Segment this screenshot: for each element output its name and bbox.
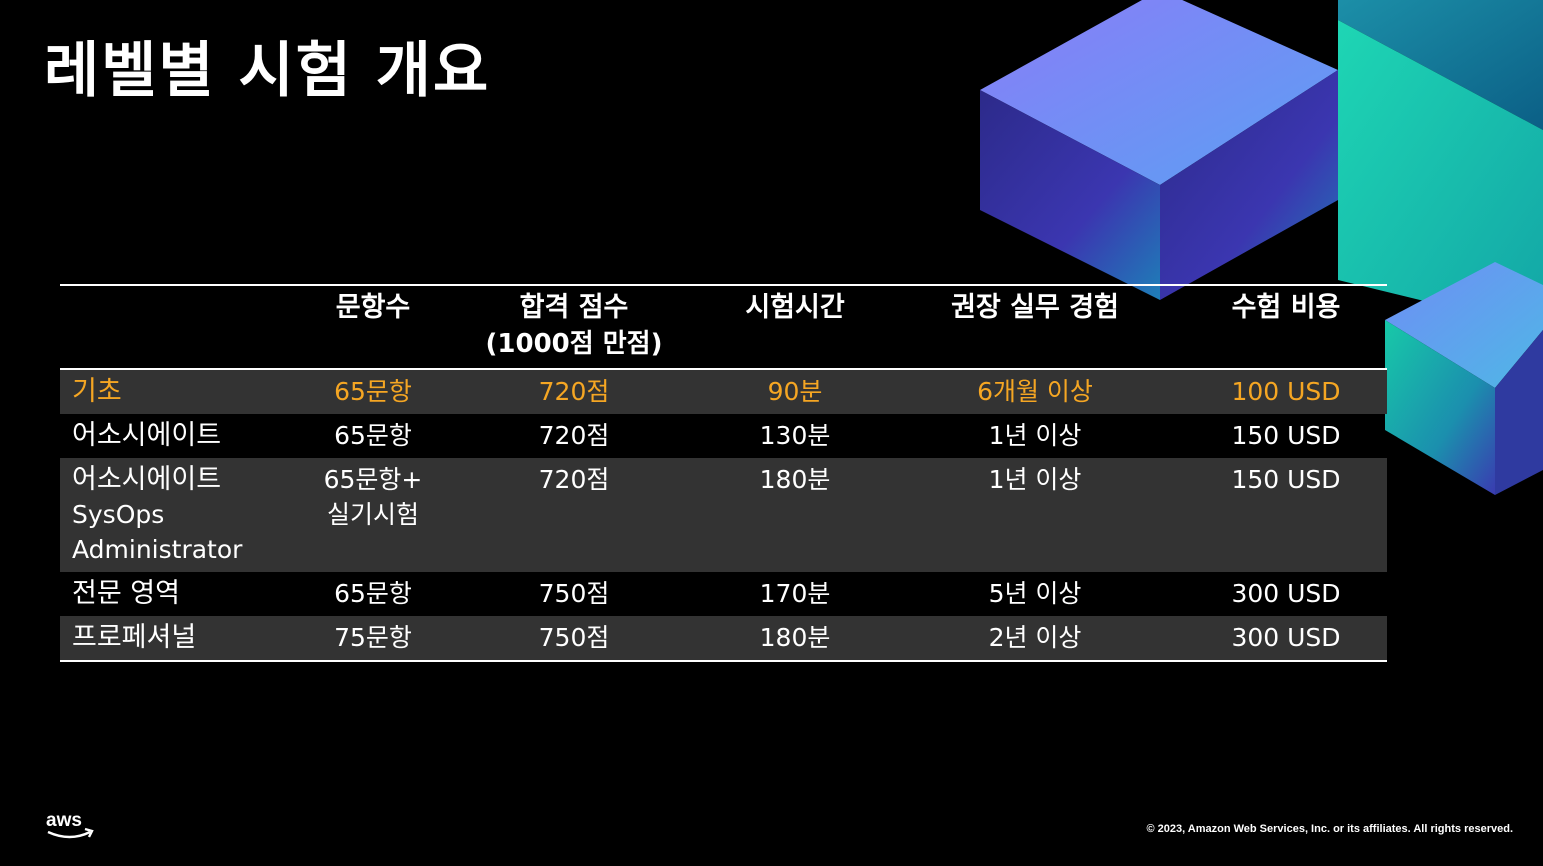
row-experience: 2년 이상 xyxy=(885,616,1185,661)
row-questions: 65문항 xyxy=(334,421,412,450)
table-row: 기초 65문항 720점 90분 6개월 이상 100 USD xyxy=(60,369,1387,414)
header-exam-time: 시험시간 xyxy=(745,292,845,323)
row-time: 130분 xyxy=(759,421,831,450)
row-level: 기초 xyxy=(60,369,303,414)
row-cost: 300 USD xyxy=(1231,579,1341,608)
header-level xyxy=(60,285,303,369)
row-level-label: 어소시에이트 xyxy=(72,464,222,495)
row-experience: 5년 이상 xyxy=(988,579,1082,608)
table-row: 전문 영역 65문항 750점 170분 5년 이상 300 USD xyxy=(60,572,1387,616)
table-row: 프로페셔널 75문항 750점 180분 2년 이상 300 USD xyxy=(60,616,1387,661)
header-questions: 문항수 xyxy=(335,292,411,323)
slide-title: 레벨별 시험 개요 xyxy=(44,36,491,106)
row-cost: 100 USD xyxy=(1185,369,1387,414)
row-score: 720점 xyxy=(443,458,705,572)
aws-smile-arrow xyxy=(47,830,91,839)
row-cost: 150 USD xyxy=(1185,458,1387,572)
row-experience: 1년 이상 xyxy=(988,421,1082,450)
row-score: 750점 xyxy=(443,616,705,661)
row-level-sub2: Administrator xyxy=(72,535,243,564)
row-questions: 65문항 xyxy=(303,369,443,414)
header-passing-score: 합격 점수 (1000점 만점) xyxy=(443,285,705,369)
row-questions: 65문항 xyxy=(334,579,412,608)
aws-logo: aws xyxy=(46,810,94,839)
row-level: 전문 영역 xyxy=(72,578,180,609)
row-level: 어소시에이트 xyxy=(72,420,222,451)
header-passing-score-sub: (1000점 만점) xyxy=(485,329,663,359)
exam-overview-table: 문항수 합격 점수 (1000점 만점) 시험시간 권장 실무 경험 수험 비용… xyxy=(60,284,1387,662)
aws-logo-text: aws xyxy=(46,810,82,831)
table-row: 어소시에이트 65문항 720점 130분 1년 이상 150 USD xyxy=(60,414,1387,458)
table-header-row: 문항수 합격 점수 (1000점 만점) 시험시간 권장 실무 경험 수험 비용 xyxy=(60,285,1387,369)
row-time: 170분 xyxy=(759,579,831,608)
row-questions: 65문항+ 실기시험 xyxy=(303,458,443,572)
row-questions-label: 65문항+ xyxy=(323,465,423,494)
row-time: 180분 xyxy=(705,616,885,661)
aws-smile-arrowhead xyxy=(84,827,94,838)
row-experience: 1년 이상 xyxy=(885,458,1185,572)
table-row: 어소시에이트 SysOps Administrator 65문항+ 실기시험 7… xyxy=(60,458,1387,572)
row-time: 90분 xyxy=(705,369,885,414)
decorative-cubes-graphic xyxy=(980,0,1543,495)
row-time: 180분 xyxy=(705,458,885,572)
row-score: 750점 xyxy=(538,579,610,608)
row-cost: 300 USD xyxy=(1185,616,1387,661)
row-level: 어소시에이트 SysOps Administrator xyxy=(60,458,303,572)
row-score: 720점 xyxy=(538,421,610,450)
copyright-text: © 2023, Amazon Web Services, Inc. or its… xyxy=(1146,823,1513,835)
row-experience: 6개월 이상 xyxy=(885,369,1185,414)
row-level-sub1: SysOps xyxy=(72,500,165,529)
row-questions: 75문항 xyxy=(303,616,443,661)
row-level: 프로페셔널 xyxy=(60,616,303,661)
header-cost: 수험 비용 xyxy=(1231,292,1341,323)
header-passing-score-label: 합격 점수 xyxy=(519,292,629,323)
header-experience: 권장 실무 경험 xyxy=(951,292,1119,323)
row-questions-sub: 실기시험 xyxy=(326,500,419,529)
row-cost: 150 USD xyxy=(1231,421,1341,450)
row-score: 720점 xyxy=(443,369,705,414)
